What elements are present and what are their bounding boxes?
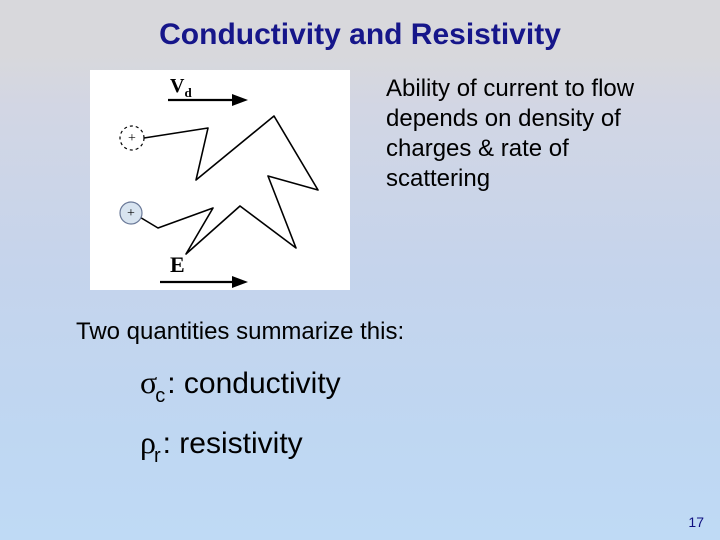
slide-title: Conductivity and Resistivity (0, 0, 720, 52)
e-arrow-head (232, 276, 248, 288)
diagram-svg: Vd + + E (98, 78, 358, 298)
vd-arrow-head (232, 94, 248, 106)
conductivity-label: : conductivity (167, 367, 340, 400)
description-text: Ability of current to flow depends on de… (386, 74, 650, 194)
start-plus-icon: + (128, 131, 136, 146)
scattering-path (138, 116, 318, 254)
resistivity-line: ρr: resistivity (140, 424, 720, 466)
scattering-diagram: Vd + + E (90, 70, 350, 290)
end-plus-icon: + (127, 206, 135, 221)
summary-text: Two quantities summarize this: (76, 318, 720, 346)
rho-subscript: r (154, 445, 161, 467)
vd-label: Vd (170, 78, 192, 100)
page-number: 17 (688, 514, 704, 530)
sigma-subscript: c (155, 385, 165, 407)
resistivity-label: : resistivity (163, 427, 303, 460)
content-row: Vd + + E Ability of current to flow depe… (0, 70, 720, 290)
e-label: E (170, 252, 185, 277)
conductivity-line: σc: conductivity (140, 364, 720, 406)
